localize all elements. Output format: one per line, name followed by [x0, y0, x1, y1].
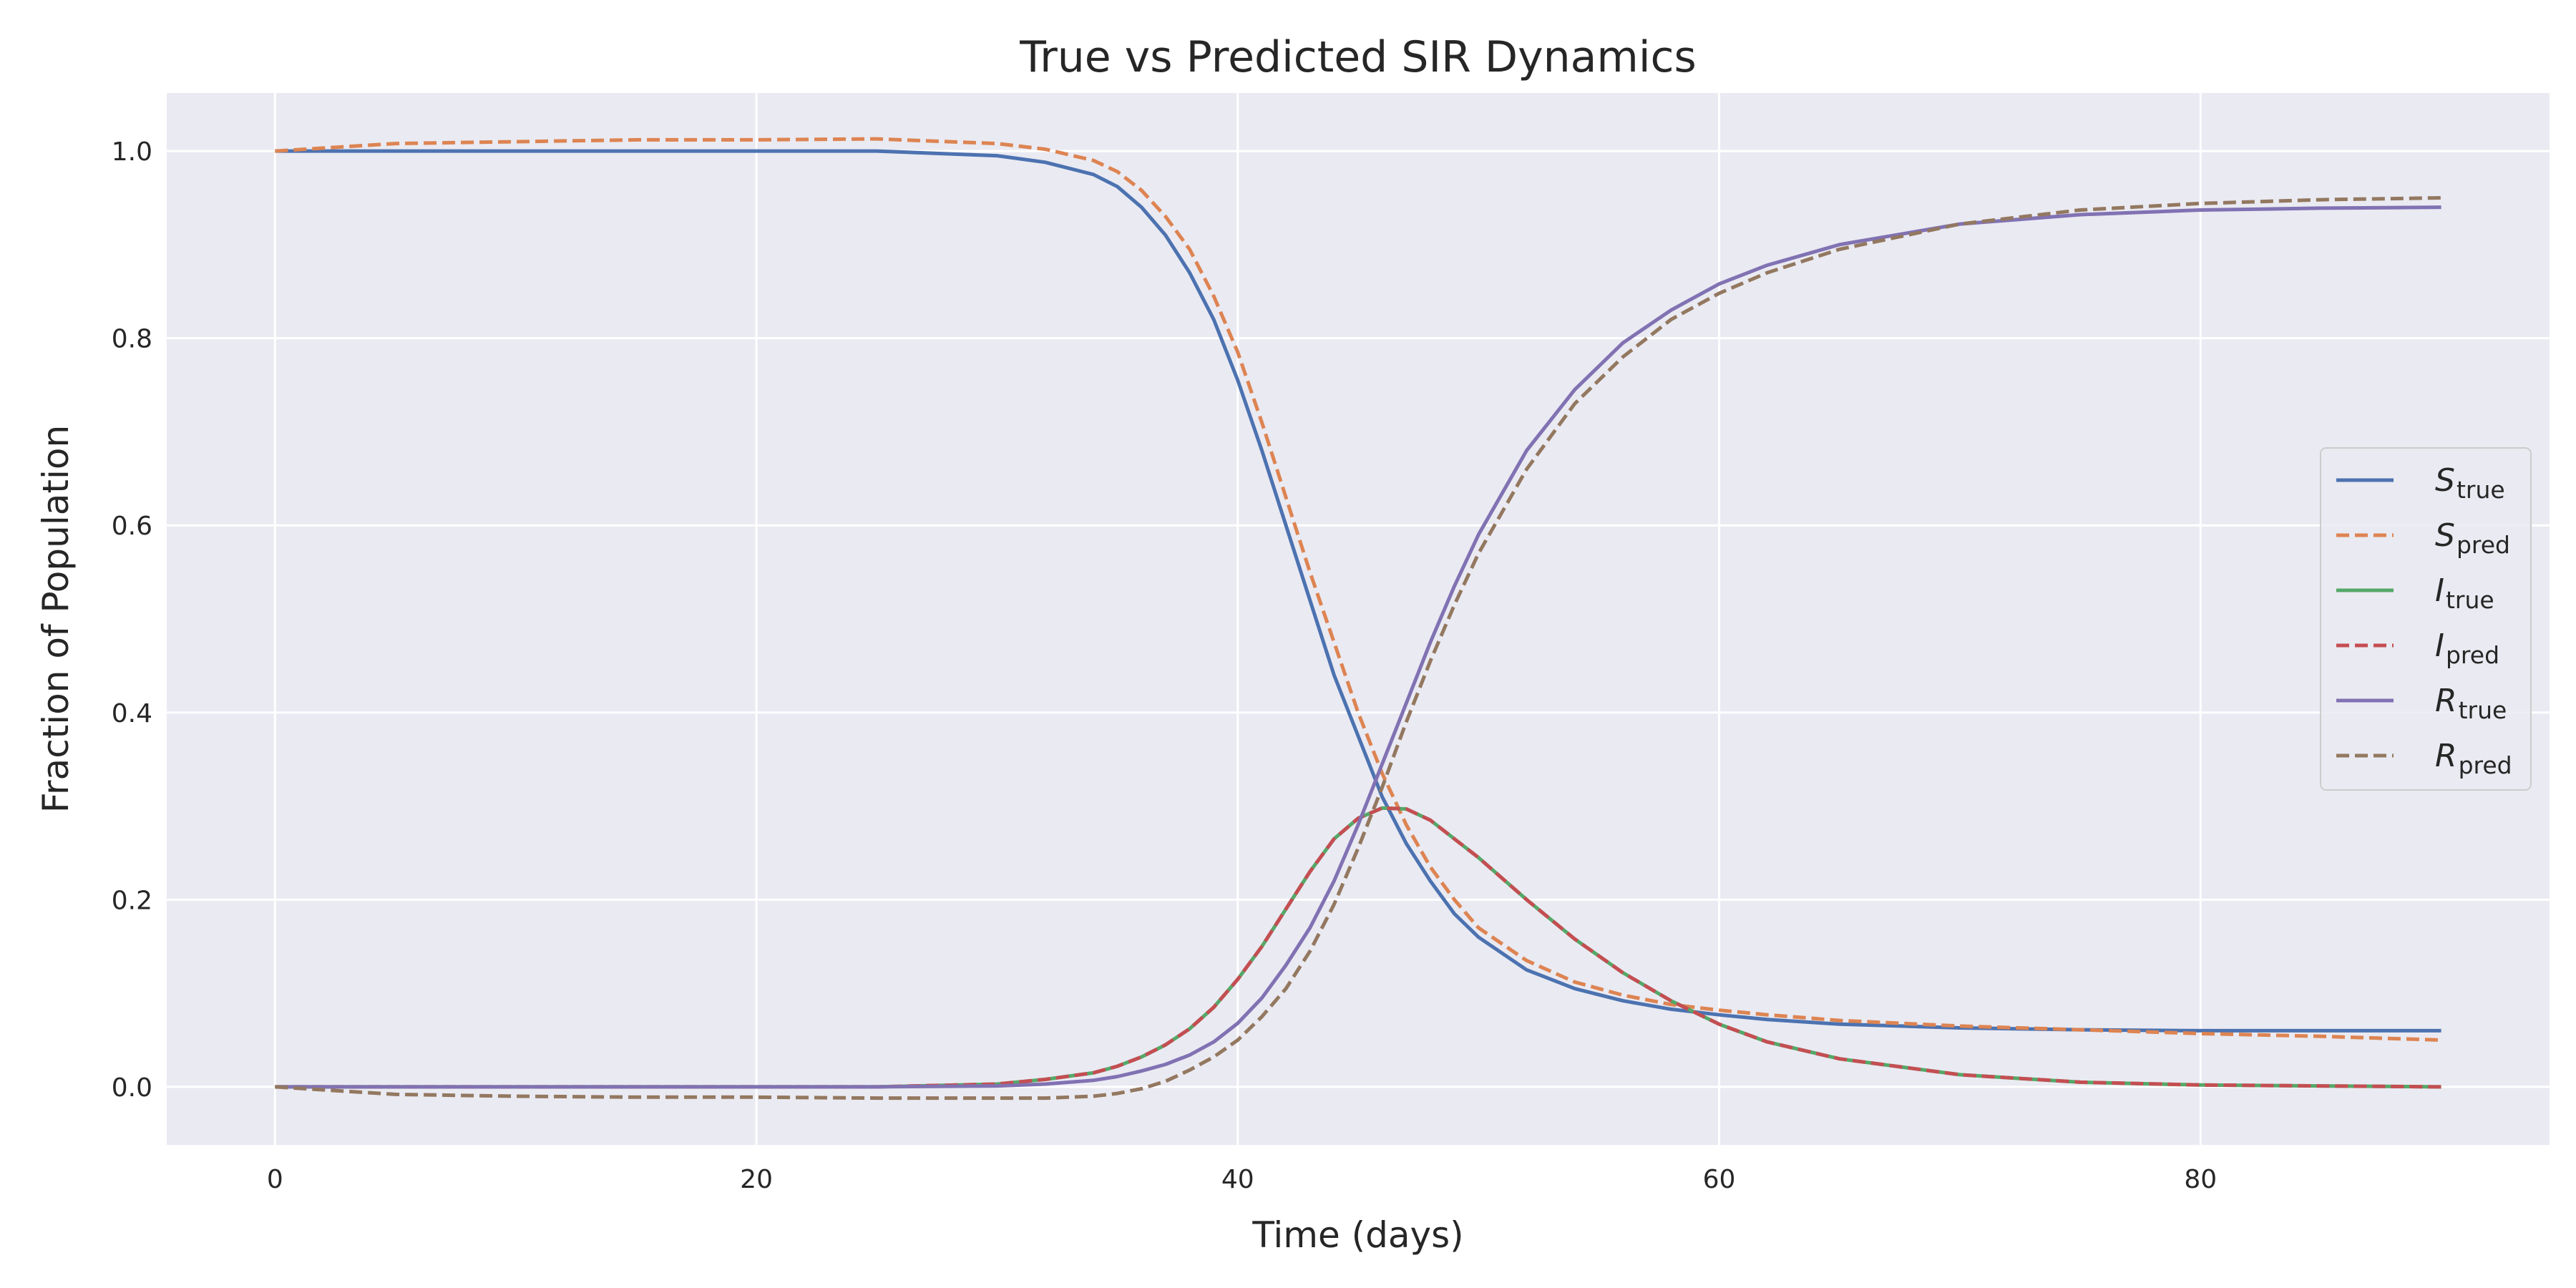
legend-label: Ipred: [2435, 628, 2499, 669]
y-tick-label: 0.8: [112, 325, 152, 354]
series-line-s-true: [275, 149, 2441, 1033]
series-line-r-pred: [275, 196, 2441, 1101]
y-tick-label: 1.0: [112, 137, 152, 167]
legend-label: Spred: [2435, 517, 2510, 559]
legend-label: Strue: [2435, 462, 2505, 504]
legend: Strue Spred Itrue Ipred Rtrue Rpred: [2320, 447, 2532, 791]
legend-box: [2320, 447, 2532, 791]
series-line-r-true: [275, 205, 2441, 1089]
y-tick-label: 0.0: [112, 1073, 152, 1103]
y-axis-label: Fraction of Population: [35, 425, 77, 813]
x-tick-label: 40: [1221, 1165, 1254, 1194]
x-tick-label: 20: [740, 1165, 773, 1194]
series-line-i-pred: [275, 806, 2441, 1089]
y-tick-label: 0.4: [112, 699, 152, 728]
plot-background: [167, 93, 2550, 1145]
y-tick-label: 0.6: [112, 512, 152, 541]
x-tick-label: 60: [1703, 1165, 1736, 1194]
y-tick-label: 0.2: [112, 886, 152, 915]
x-tick-label: 80: [2184, 1165, 2217, 1194]
legend-label: Itrue: [2435, 572, 2494, 614]
x-axis-label: Time (days): [1252, 1214, 1463, 1256]
series-line-s-pred: [275, 137, 2441, 1042]
series-layer: [275, 137, 2441, 1101]
legend-label: Rtrue: [2435, 683, 2507, 724]
legend-label: Rpred: [2435, 738, 2512, 779]
y-ticks: 0.0 0.2 0.4 0.6 0.8 1.0: [112, 137, 152, 1103]
chart-title: True vs Predicted SIR Dynamics: [1019, 32, 1697, 82]
x-tick-label: 0: [267, 1165, 283, 1194]
x-ticks: 0 20 40 60 80: [267, 1165, 2217, 1194]
